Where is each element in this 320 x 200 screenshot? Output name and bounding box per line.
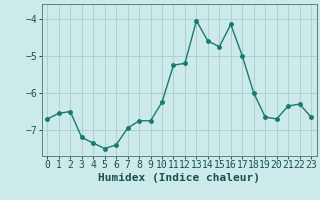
- X-axis label: Humidex (Indice chaleur): Humidex (Indice chaleur): [98, 173, 260, 183]
